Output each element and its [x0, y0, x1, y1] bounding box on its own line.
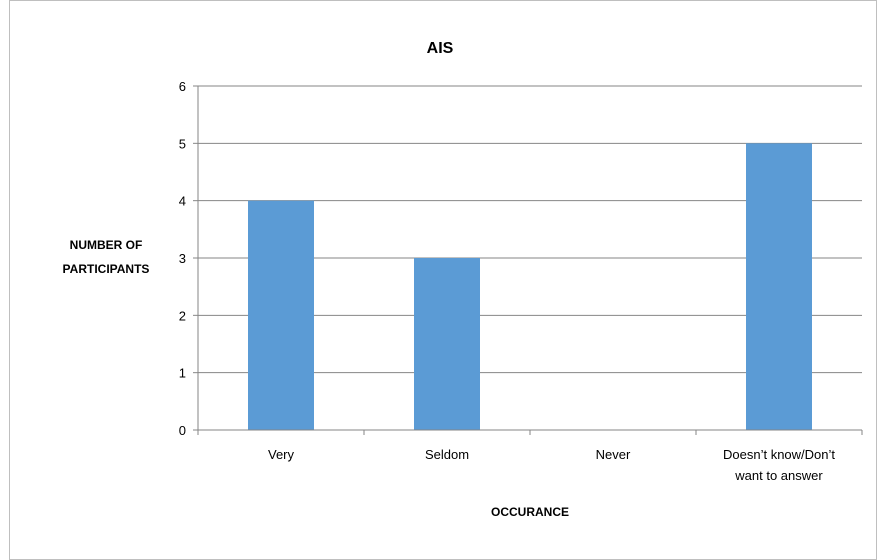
- y-tick-label: 5: [179, 136, 186, 151]
- y-tick-label: 4: [179, 194, 186, 209]
- y-tick-label: 0: [179, 423, 186, 438]
- bars: [248, 143, 812, 431]
- chart-title: AIS: [427, 40, 454, 57]
- x-category-label: Very: [268, 447, 295, 462]
- x-axis-title: OCCURANCE: [491, 505, 569, 519]
- y-tick-label: 2: [179, 308, 186, 323]
- bar: [248, 200, 314, 430]
- y-tick-label: 1: [179, 366, 186, 381]
- x-category-label: Doesn’t know/Don’t: [723, 447, 835, 462]
- x-category-label: Never: [596, 447, 631, 462]
- x-category-label: Seldom: [425, 447, 469, 462]
- y-axis-title: NUMBER OF PARTICIPANTS: [63, 238, 150, 276]
- x-category-label: want to answer: [734, 468, 823, 483]
- bar: [414, 258, 480, 430]
- bar-chart: AIS 0 1 2 3 4 5 6 Very Seldom Never Doesn’t know/…: [63, 40, 863, 519]
- y-tick-label: 6: [179, 79, 186, 94]
- x-category-labels: Very Seldom Never Doesn’t know/Don’t want to…: [268, 447, 835, 483]
- y-tick-label: 3: [179, 251, 186, 266]
- y-axis-title-line: PARTICIPANTS: [63, 262, 150, 276]
- y-tick-labels: 0 1 2 3 4 5 6: [179, 79, 186, 438]
- bar: [746, 143, 812, 431]
- y-axis-title-line: NUMBER OF: [70, 238, 143, 252]
- axes: [197, 86, 863, 435]
